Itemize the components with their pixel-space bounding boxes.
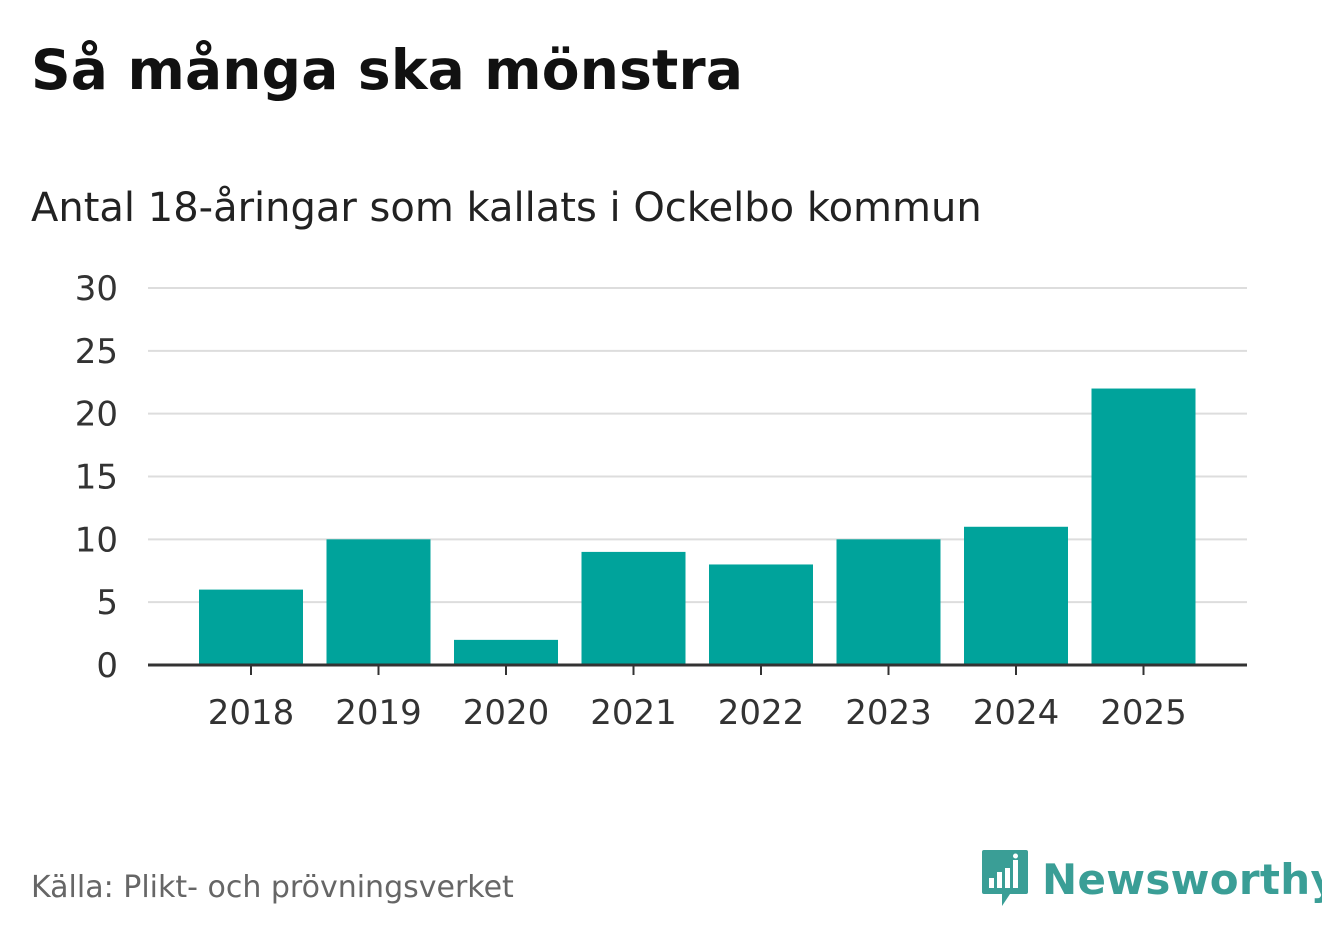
bar-2024 <box>964 526 1068 665</box>
x-tick-label-2021: 2021 <box>590 693 677 733</box>
y-tick-label-5: 5 <box>96 583 118 623</box>
newsworthy-logo-icon <box>982 850 1028 906</box>
bar-2020 <box>454 639 558 665</box>
x-tick-label-2022: 2022 <box>718 693 805 733</box>
source-note: Källa: Plikt- och prövningsverket <box>31 870 514 905</box>
x-tick-label-2018: 2018 <box>208 693 295 733</box>
y-tick-label-15: 15 <box>75 458 118 498</box>
x-axis: 2018 2019 2020 2021 2022 2023 2024 2025 <box>148 663 1247 733</box>
bar-2025 <box>1091 388 1196 665</box>
x-tick-label-2025: 2025 <box>1100 693 1187 733</box>
x-tick-label-2023: 2023 <box>845 693 932 733</box>
chart-title: Så många ska mönstra <box>31 38 744 102</box>
newsworthy-logo-text: Newsworthy <box>1042 854 1322 904</box>
chart-subtitle: Antal 18-åringar som kallats i Ockelbo k… <box>31 185 982 231</box>
y-tick-label-0: 0 <box>96 646 118 686</box>
gridlines <box>148 287 1247 604</box>
bar-2018 <box>199 589 303 665</box>
y-tick-label-20: 20 <box>75 395 118 435</box>
y-tick-label-10: 10 <box>75 520 118 560</box>
y-axis-ticks: 0 5 10 15 20 25 30 <box>75 269 118 686</box>
bar-2023 <box>836 539 941 665</box>
bar-2022 <box>709 564 813 665</box>
x-tick-label-2020: 2020 <box>463 693 550 733</box>
bar-2019 <box>326 539 431 665</box>
y-tick-label-25: 25 <box>75 332 118 372</box>
x-tick-label-2024: 2024 <box>973 693 1060 733</box>
bar-2021 <box>581 551 686 665</box>
y-tick-label-30: 30 <box>75 269 118 309</box>
x-tick-label-2019: 2019 <box>335 693 422 733</box>
bars <box>199 388 1196 665</box>
newsworthy-logo: Newsworthy <box>980 848 1322 910</box>
